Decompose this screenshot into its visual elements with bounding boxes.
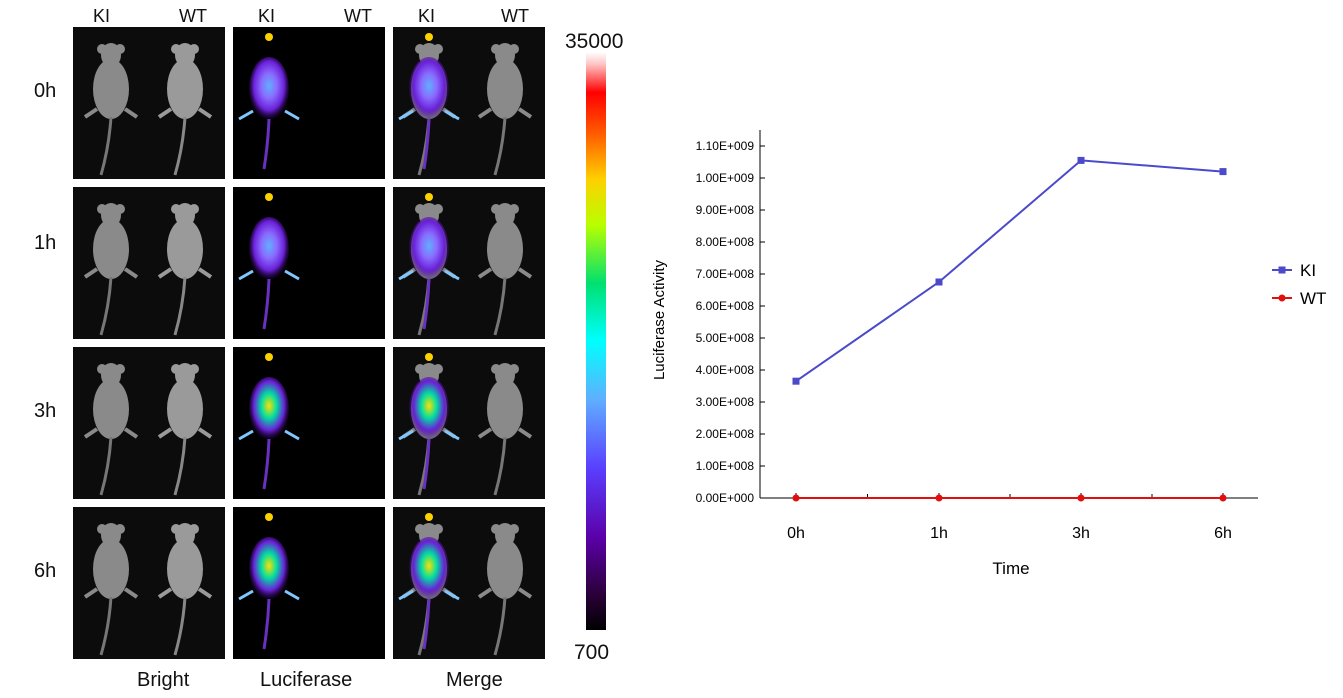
column-label-merge: Merge [446,669,503,691]
image-tile-6h-bright [73,507,225,659]
colorbar [586,52,606,630]
image-tile-6h-luciferase [233,507,385,659]
colorbar-min-label: 700 [574,641,610,664]
header-wt-merge: WT [501,6,529,26]
column-label-bright: Bright [137,669,190,691]
data-point-ki-3h [1077,156,1085,164]
data-point-ki-6h [1219,168,1227,176]
row-label-3h: 3h [34,400,57,422]
header-wt-bright: WT [179,6,207,26]
row-label-6h: 6h [34,560,57,582]
header-wt-luciferase: WT [344,6,372,26]
x-axis-label: Time [992,559,1029,578]
y-axis-label: Luciferase Activity [651,259,668,380]
data-point-wt-1h [935,494,943,502]
x-tick-label: 3h [1072,525,1090,542]
colorbar-max-label: 35000 [565,30,624,53]
y-tick-label: 5.00E+008 [696,331,755,345]
legend-label-ki: KI [1300,261,1316,280]
image-tile-3h-bright [73,347,225,499]
series-line-ki [795,159,1224,383]
data-point-ki-0h [792,377,800,385]
image-tile-3h-merge [393,347,545,499]
header-ki-bright: KI [93,6,111,26]
y-tick-label: 9.00E+008 [696,203,755,217]
legend-marker-wt [1278,294,1286,302]
y-tick-label: 4.00E+008 [696,363,755,377]
header-ki-luciferase: KI [258,6,276,26]
header-ki-merge: KI [418,6,436,26]
legend-marker-ki [1278,266,1286,274]
data-point-wt-6h [1219,494,1227,502]
chart-legend: KI WT [1272,261,1326,308]
y-tick-label: 6.00E+008 [696,299,755,313]
image-tile-6h-merge [393,507,545,659]
chart-series [792,156,1227,502]
data-point-wt-3h [1077,494,1085,502]
data-point-wt-0h [792,494,800,502]
y-tick-label: 1.00E+009 [696,171,755,185]
row-label-0h: 0h [34,80,57,102]
x-tick-label: 0h [787,525,805,542]
row-label-1h: 1h [34,232,57,254]
image-tile-1h-bright [73,187,225,339]
luciferase-line-chart: 0.00E+000 1.00E+008 2.00E+008 3.00E+008 4.00… [651,130,1326,578]
image-tile-0h-merge [393,27,545,179]
data-point-ki-1h [935,278,943,286]
image-tile-1h-merge [393,187,545,339]
x-tick-label: 6h [1214,525,1232,542]
legend-label-wt: WT [1300,289,1326,308]
column-label-luciferase: Luciferase [260,669,353,691]
image-tile-1h-luciferase [233,187,385,339]
image-tile-0h-bright [73,27,225,179]
y-tick-label: 1.10E+009 [696,139,755,153]
y-tick-label: 7.00E+008 [696,267,755,281]
y-tick-label: 8.00E+008 [696,235,755,249]
x-tick-label: 1h [930,525,948,542]
y-tick-label: 2.00E+008 [696,427,755,441]
y-tick-label: 0.00E+000 [696,491,755,505]
chart-axes: 0.00E+000 1.00E+008 2.00E+008 3.00E+008 4.00… [696,130,1258,542]
y-tick-label: 1.00E+008 [696,459,755,473]
y-tick-label: 3.00E+008 [696,395,755,409]
image-tile-0h-luciferase [233,27,385,179]
image-tile-3h-luciferase [233,347,385,499]
